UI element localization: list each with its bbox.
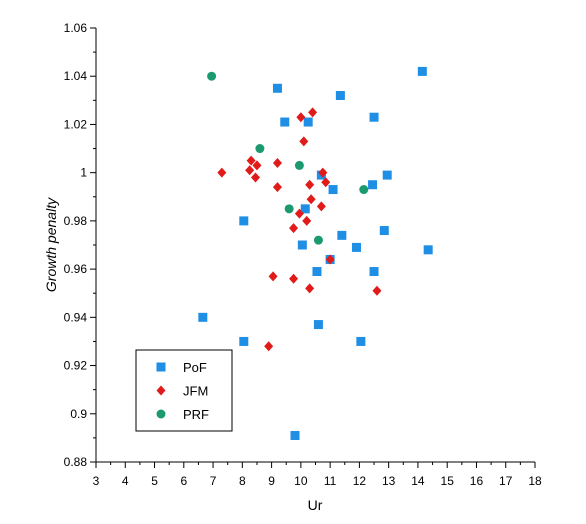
data-point-jfm [268, 271, 278, 282]
legend-box [135, 349, 233, 432]
y-tick-label: 0.92 [64, 359, 88, 373]
data-point-jfm [296, 112, 306, 123]
x-tick-label: 3 [93, 474, 100, 488]
data-point-prf [255, 144, 265, 154]
data-point-pof [313, 320, 323, 330]
x-ticks: 3 4 5 6 7 8 9 10 11 12 13 14 15 16 17 18 [93, 462, 542, 488]
data-point-jfm [245, 165, 255, 176]
data-point-pof [239, 336, 249, 346]
data-point-pof [328, 185, 338, 195]
data-point-jfm [294, 208, 304, 219]
series-jfm [217, 107, 382, 352]
y-tick-label: 0.96 [64, 262, 88, 276]
data-point-jfm [251, 172, 261, 183]
data-point-prf [359, 185, 369, 195]
x-tick-label: 8 [239, 474, 246, 488]
data-point-pof [356, 336, 366, 346]
data-point-pof [297, 240, 307, 250]
data-point-pof [351, 242, 361, 252]
data-point-jfm [289, 273, 299, 284]
data-point-pof [368, 180, 378, 190]
y-tick-label: 0.94 [64, 310, 88, 324]
data-point-pof [300, 204, 310, 214]
series-pof [198, 66, 433, 440]
x-tick-label: 12 [353, 474, 367, 488]
data-point-jfm [272, 182, 282, 193]
x-axis-title: Ur [308, 497, 323, 513]
x-tick-label: 5 [151, 474, 158, 488]
data-point-jfm [372, 285, 382, 296]
series-prf [207, 71, 369, 245]
data-point-jfm [264, 341, 274, 352]
x-tick-label: 16 [470, 474, 484, 488]
y-tick-label: 1.04 [64, 69, 88, 83]
y-tick-label: 1.06 [64, 21, 88, 35]
data-point-prf [313, 235, 323, 245]
x-tick-label: 14 [411, 474, 425, 488]
x-tick-label: 17 [499, 474, 513, 488]
data-point-prf [294, 160, 304, 170]
data-point-pof [382, 170, 392, 180]
data-point-jfm [305, 283, 315, 294]
y-tick-label: 0.88 [64, 455, 88, 469]
data-point-pof [335, 91, 345, 101]
data-point-jfm [321, 177, 331, 188]
data-point-jfm [252, 160, 262, 171]
legend-marker-pof [156, 362, 166, 372]
data-point-pof [239, 216, 249, 226]
data-point-jfm [299, 136, 309, 147]
data-point-jfm [289, 223, 299, 234]
data-point-pof [198, 312, 208, 322]
legend-marker-jfm [156, 385, 166, 396]
data-point-jfm [305, 179, 315, 190]
x-tick-label: 4 [122, 474, 129, 488]
data-point-pof [312, 267, 322, 277]
data-point-pof [272, 83, 282, 93]
data-point-jfm [217, 167, 227, 178]
data-point-pof [379, 226, 389, 236]
data-point-pof [369, 112, 379, 122]
data-point-jfm [318, 167, 328, 178]
y-tick-label: 0.98 [64, 214, 88, 228]
y-ticks: 0.88 0.9 0.92 0.94 0.96 0.98 1 1.02 1.04 1.06 [64, 21, 96, 469]
x-tick-label: 7 [210, 474, 217, 488]
y-axis-title: Growth penalty [43, 197, 59, 292]
legend-label-prf: PRF [183, 407, 209, 422]
plot-area [198, 66, 433, 440]
x-tick-label: 18 [528, 474, 542, 488]
data-point-pof [290, 430, 300, 440]
data-point-pof [303, 117, 313, 127]
legend-label-jfm: JFM [183, 384, 208, 399]
data-point-pof [369, 267, 379, 277]
x-tick-label: 6 [180, 474, 187, 488]
legend-label-pof: PoF [183, 360, 207, 375]
y-tick-label: 1.02 [64, 117, 88, 131]
x-tick-label: 11 [324, 474, 337, 488]
data-point-jfm [302, 215, 312, 226]
data-point-pof [280, 117, 290, 127]
x-tick-label: 9 [268, 474, 275, 488]
x-tick-label: 13 [382, 474, 396, 488]
data-point-jfm [325, 254, 335, 265]
data-point-prf [284, 204, 294, 214]
data-point-jfm [308, 107, 318, 118]
data-point-pof [417, 66, 427, 76]
legend-marker-prf [156, 409, 166, 419]
data-point-jfm [246, 155, 256, 166]
data-point-pof [423, 245, 433, 255]
x-tick-label: 15 [441, 474, 455, 488]
data-point-pof [337, 230, 347, 240]
y-tick-label: 0.9 [70, 407, 87, 421]
data-point-jfm [306, 194, 316, 205]
data-point-jfm [316, 201, 326, 212]
x-tick-label: 10 [294, 474, 308, 488]
data-point-prf [207, 71, 217, 81]
y-tick-label: 1 [80, 166, 87, 180]
legend: PoF JFM PRF [135, 349, 233, 432]
data-point-jfm [272, 158, 282, 169]
